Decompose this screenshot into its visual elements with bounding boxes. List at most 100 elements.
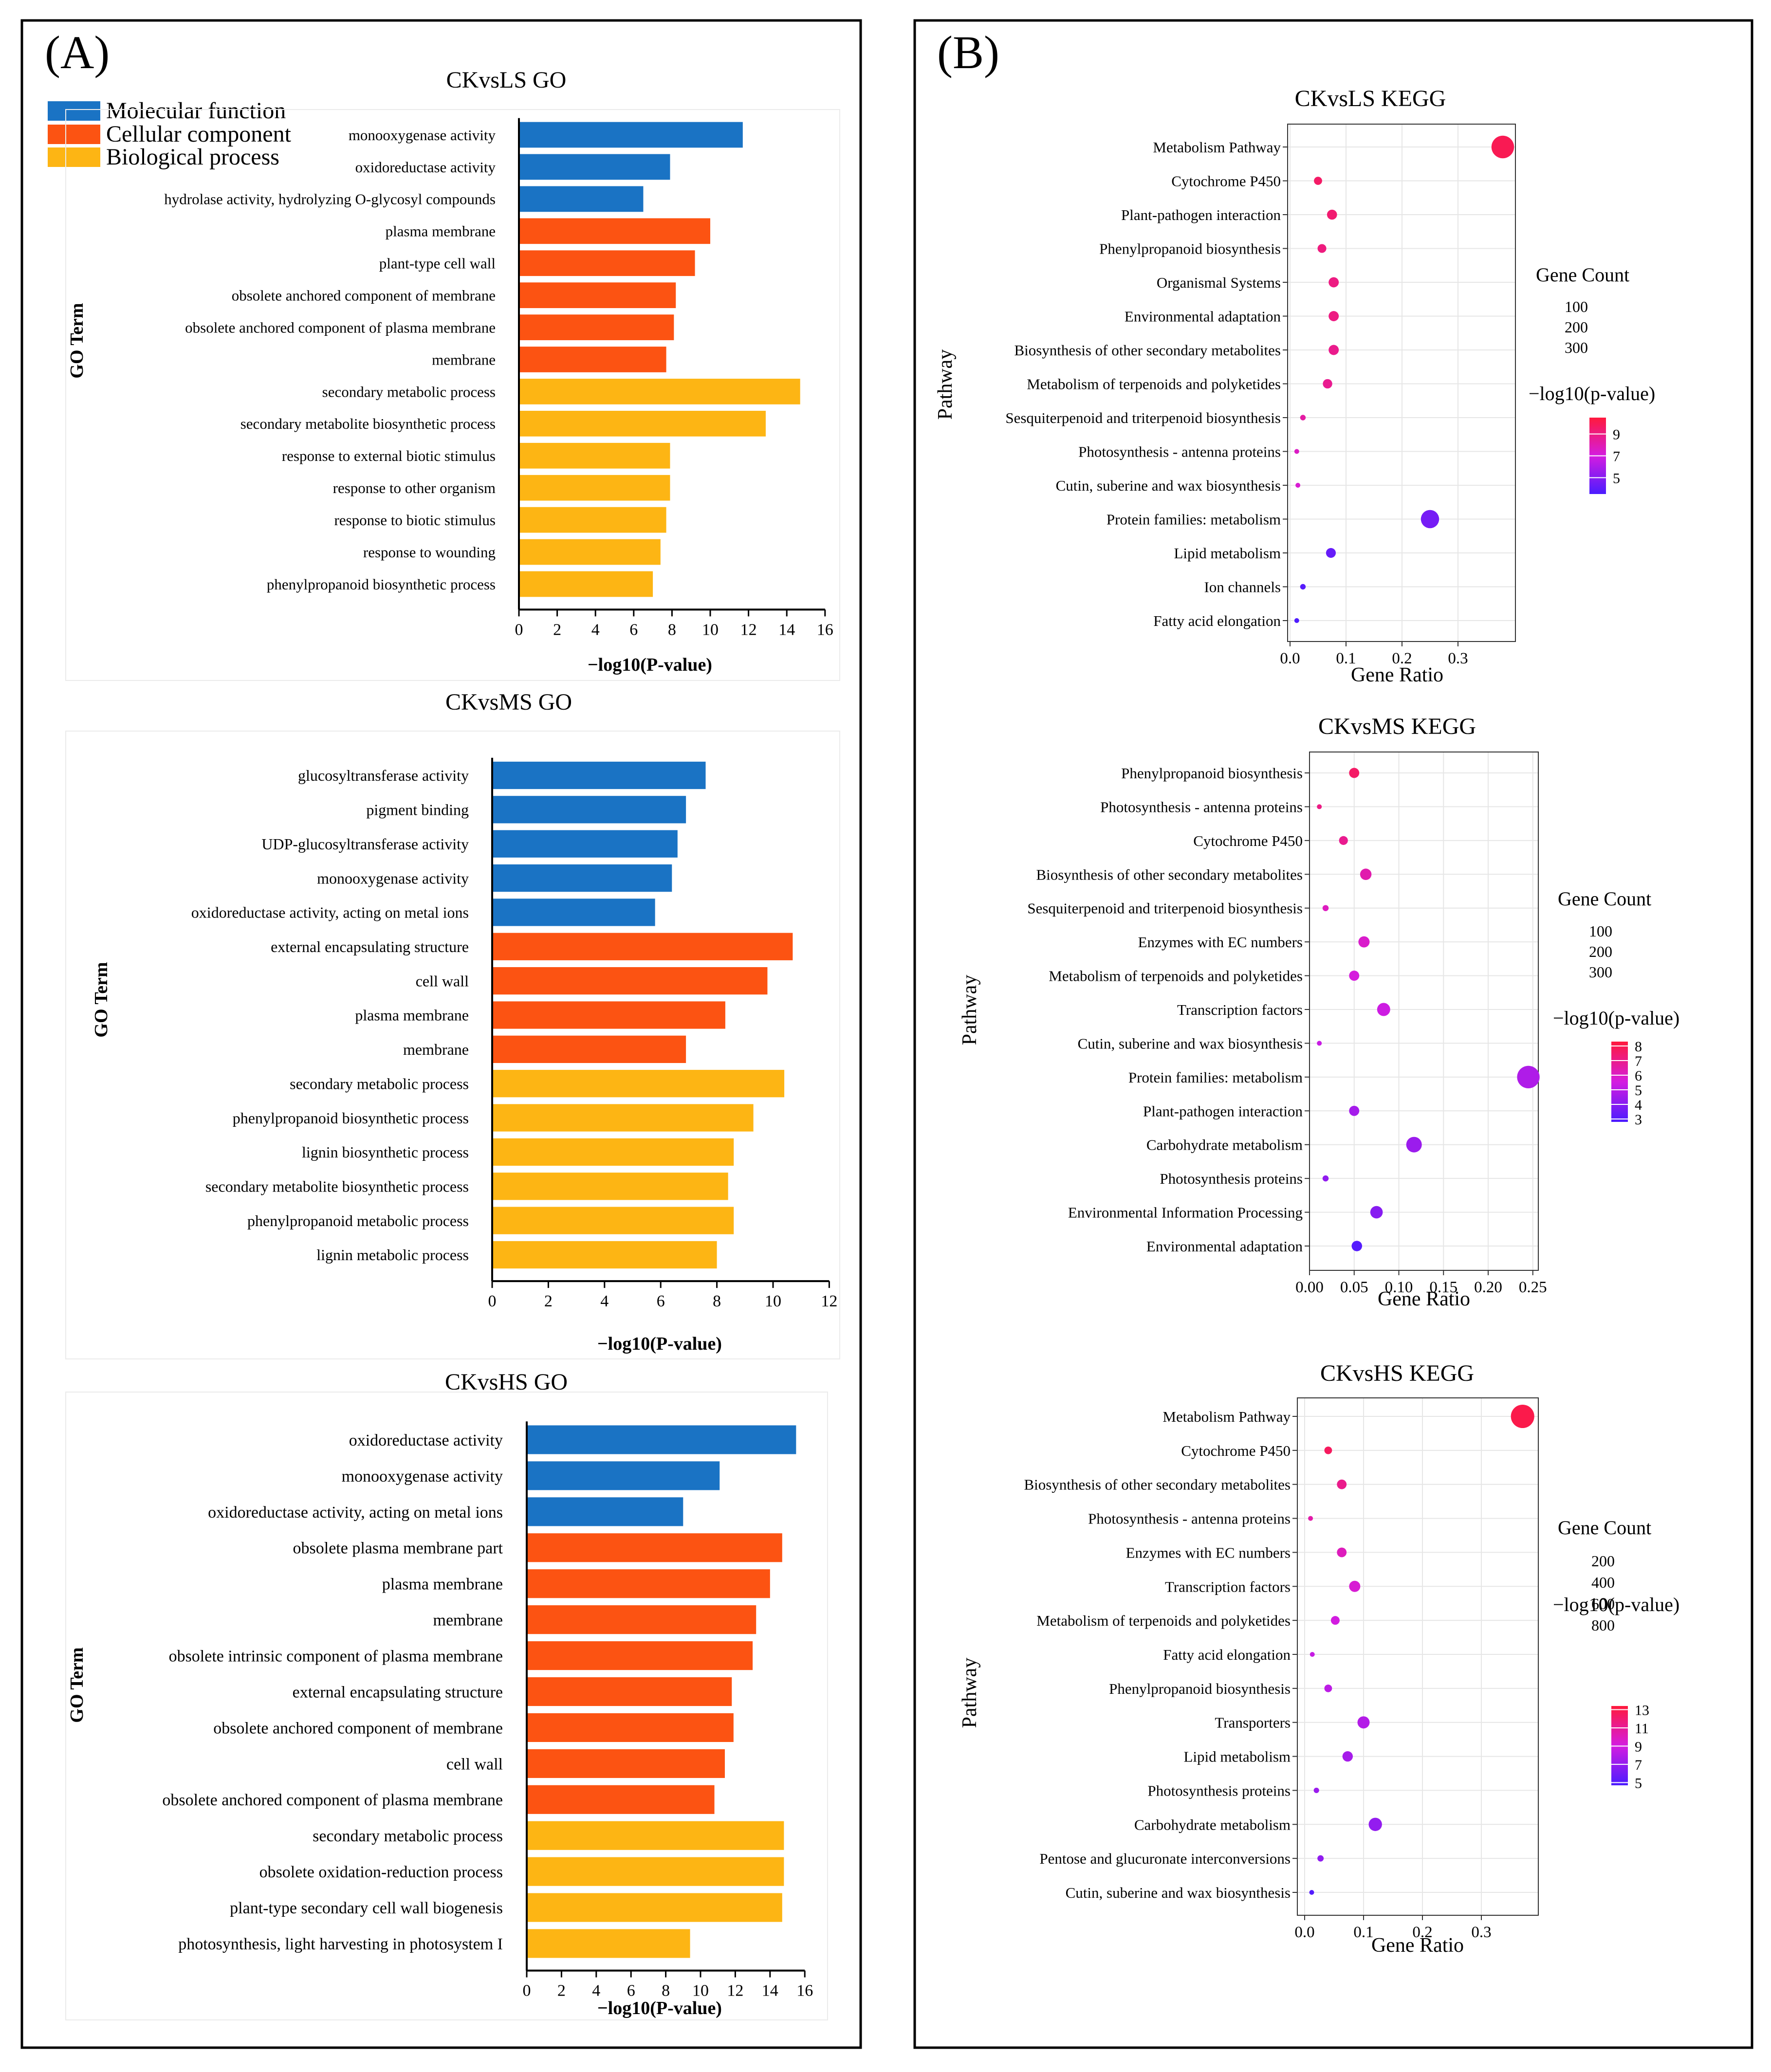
- pathway-label: Phenylpropanoid biosynthesis: [1099, 240, 1281, 257]
- color-legend-label: 9: [1613, 427, 1620, 443]
- pathway-point: [1317, 804, 1322, 809]
- go-bar: [492, 1207, 734, 1234]
- go-bar: [527, 1929, 690, 1958]
- chart-title: CKvsHS KEGG: [1320, 1360, 1474, 1386]
- pathway-label: Carbohydrate metabolism: [1146, 1137, 1303, 1154]
- go-bar: [519, 347, 666, 372]
- size-legend-label: 300: [1565, 339, 1588, 356]
- x-tick-label: 12: [821, 1292, 837, 1310]
- x-tick-label: 0.05: [1340, 1279, 1368, 1296]
- x-tick-label: 0.25: [1519, 1279, 1547, 1296]
- go-bar: [527, 1497, 683, 1526]
- color-legend-label: 9: [1635, 1739, 1642, 1755]
- pathway-point: [1370, 1206, 1383, 1219]
- pathway-label: Photosynthesis proteins: [1160, 1170, 1303, 1187]
- go-term-label: cell wall: [446, 1755, 503, 1773]
- go-bar: [492, 1001, 725, 1029]
- pathway-label: Environmental Information Processing: [1068, 1204, 1303, 1221]
- chart-title: CKvsHS GO: [445, 1369, 568, 1395]
- pathway-label: Transcription factors: [1177, 1001, 1303, 1018]
- x-tick-label: 2: [553, 621, 561, 639]
- go-term-label: lignin biosynthetic process: [302, 1143, 469, 1161]
- go-term-label: membrane: [403, 1041, 469, 1058]
- pathway-point: [1294, 618, 1299, 623]
- pathway-label: Photosynthesis - antenna proteins: [1078, 443, 1281, 460]
- size-legend-label: 400: [1591, 1574, 1615, 1591]
- go-term-label: phenylpropanoid biosynthetic process: [267, 576, 496, 593]
- x-axis-title: −log10(P-value): [588, 655, 712, 675]
- pathway-point: [1351, 1241, 1363, 1251]
- x-tick-label: 0.3: [1471, 1924, 1491, 1941]
- go-term-label: lignin metabolic process: [316, 1246, 469, 1264]
- size-legend-title: Gene Count: [1558, 888, 1651, 910]
- pathway-label: Pentose and glucuronate interconversions: [1039, 1850, 1291, 1867]
- chart-title: CKvsLS GO: [446, 67, 567, 93]
- x-tick-label: 8: [668, 621, 676, 639]
- pathway-label: Transcription factors: [1165, 1578, 1291, 1595]
- pathway-label: Organismal Systems: [1157, 274, 1281, 291]
- go-bar: [519, 218, 710, 244]
- go-bar: [492, 933, 793, 960]
- go-bar: [527, 1677, 732, 1706]
- pathway-point: [1310, 1652, 1315, 1657]
- color-legend-title: −log10(p-value): [1553, 1007, 1679, 1029]
- go-bar: [527, 1569, 770, 1598]
- pathway-point: [1491, 135, 1514, 159]
- go-bar: [492, 1173, 728, 1200]
- legend-label-molecular-function: Molecular function: [106, 98, 286, 124]
- x-tick-label: 12: [727, 1982, 743, 2000]
- plot-frame: [1309, 752, 1539, 1271]
- pathway-point: [1342, 1751, 1353, 1762]
- pathway-label: Metabolism Pathway: [1162, 1408, 1291, 1425]
- go-term-label: response to wounding: [363, 544, 496, 561]
- go-chart-frame: [65, 731, 840, 1359]
- pathway-point: [1317, 1855, 1324, 1862]
- pathway-point: [1349, 1580, 1361, 1592]
- go-term-label: membrane: [432, 351, 496, 368]
- x-tick-label: 10: [702, 621, 719, 639]
- go-bar: [527, 1533, 782, 1562]
- go-term-label: phenylpropanoid metabolic process: [247, 1212, 469, 1229]
- go-term-label: phenylpropanoid biosynthetic process: [233, 1109, 469, 1127]
- size-legend-label: 200: [1591, 1552, 1615, 1570]
- chart-title: CKvsMS GO: [445, 689, 572, 715]
- x-axis-title: Gene Ratio: [1371, 1934, 1464, 1957]
- go-bar: [519, 410, 766, 437]
- pathway-point: [1326, 548, 1336, 558]
- go-term-label: secondary metabolite biosynthetic proces…: [205, 1177, 469, 1195]
- go-bar: [527, 1641, 753, 1670]
- go-term-label: obsolete anchored component of plasma me…: [185, 319, 496, 336]
- pathway-label: Photosynthesis - antenna proteins: [1088, 1510, 1291, 1527]
- pathway-label: Cutin, suberine and wax biosynthesis: [1066, 1884, 1291, 1901]
- size-legend-title: Gene Count: [1558, 1517, 1651, 1539]
- x-tick-label: 0.15: [1429, 1279, 1457, 1296]
- pathway-label: Metabolism of terpenoids and polyketides: [1027, 376, 1281, 393]
- go-term-label: cell wall: [416, 972, 469, 990]
- pathway-point: [1349, 971, 1360, 981]
- pathway-point: [1357, 1716, 1370, 1729]
- go-chart-frame: [65, 109, 840, 681]
- go-bar: [519, 186, 644, 212]
- pathway-point: [1328, 277, 1339, 288]
- pathway-label: Metabolism of terpenoids and polyketides: [1049, 968, 1303, 985]
- chart-title: CKvsMS KEGG: [1318, 714, 1476, 739]
- pathway-label: Sesquiterpenoid and triterpenoid biosynt…: [1005, 409, 1281, 426]
- legend-label-cellular-component: Cellular component: [106, 121, 292, 147]
- x-axis-title: −log10(P-value): [597, 1998, 722, 2018]
- y-axis-title: Pathway: [959, 1658, 981, 1728]
- go-bar: [492, 796, 686, 824]
- go-bar: [492, 830, 678, 858]
- panel-a-label: (A): [45, 26, 110, 78]
- x-tick-label: 10: [692, 1982, 709, 2000]
- pathway-point: [1349, 768, 1360, 778]
- go-bar: [492, 898, 655, 926]
- legend-swatch-biological-process: [48, 147, 100, 167]
- pathway-point: [1300, 415, 1306, 421]
- go-bar: [492, 864, 672, 892]
- go-bar: [519, 282, 676, 309]
- pathway-point: [1517, 1065, 1540, 1089]
- go-bar: [527, 1461, 720, 1490]
- panel-b-frame: [913, 19, 1753, 2049]
- go-bar: [519, 539, 661, 565]
- x-axis-title: Gene Ratio: [1351, 664, 1443, 686]
